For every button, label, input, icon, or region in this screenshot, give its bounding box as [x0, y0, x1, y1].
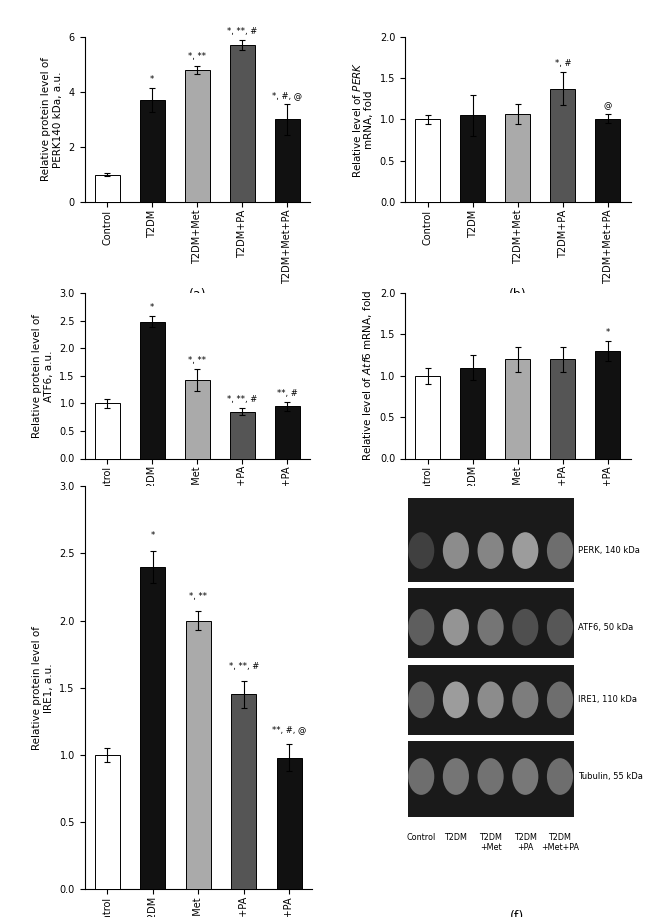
Bar — [415, 119, 440, 202]
Text: *: * — [606, 328, 610, 337]
Bar — [275, 406, 300, 458]
Text: (b): (b) — [509, 288, 527, 301]
Ellipse shape — [547, 758, 573, 795]
Ellipse shape — [443, 609, 469, 646]
Bar — [505, 359, 530, 458]
Text: *, **: *, ** — [189, 592, 207, 601]
Text: IRE1, 110 kDa: IRE1, 110 kDa — [578, 695, 637, 704]
Bar — [277, 757, 302, 889]
Bar — [595, 118, 620, 202]
Bar — [231, 694, 256, 889]
Text: *, **, #: *, **, # — [229, 662, 259, 671]
Bar — [140, 100, 164, 202]
Ellipse shape — [512, 532, 538, 569]
Bar — [185, 70, 210, 202]
Ellipse shape — [478, 609, 504, 646]
Ellipse shape — [408, 609, 434, 646]
Text: **, #: **, # — [277, 389, 298, 398]
Ellipse shape — [512, 681, 538, 718]
FancyBboxPatch shape — [408, 581, 573, 588]
Text: T2DM
+Met: T2DM +Met — [479, 833, 502, 853]
Bar — [460, 116, 485, 202]
Text: PERK, 140 kDa: PERK, 140 kDa — [578, 546, 640, 555]
Text: T2DM
+Met+PA: T2DM +Met+PA — [541, 833, 579, 853]
Bar — [140, 322, 164, 458]
Text: *, #: *, # — [554, 59, 571, 68]
Bar — [140, 567, 165, 889]
Bar — [551, 89, 575, 202]
Ellipse shape — [478, 758, 504, 795]
Bar — [275, 119, 300, 202]
Ellipse shape — [478, 681, 504, 718]
Bar — [230, 412, 255, 458]
Y-axis label: Relative protein level of
IRE1, a.u.: Relative protein level of IRE1, a.u. — [32, 625, 54, 750]
Text: (d): (d) — [509, 545, 527, 558]
Ellipse shape — [443, 532, 469, 569]
Bar — [415, 376, 440, 458]
Ellipse shape — [443, 758, 469, 795]
Text: @: @ — [604, 101, 612, 110]
Text: *, **, #: *, **, # — [227, 27, 257, 36]
Ellipse shape — [408, 532, 434, 569]
Text: *, **: *, ** — [188, 52, 206, 61]
Ellipse shape — [512, 609, 538, 646]
Text: **, #, @: **, #, @ — [272, 725, 306, 735]
Bar — [185, 381, 210, 458]
Y-axis label: Relative protein level of
PERK140 kDa, a.u.: Relative protein level of PERK140 kDa, a… — [42, 58, 63, 182]
Text: (f): (f) — [510, 910, 524, 917]
Text: *, **: *, ** — [188, 356, 206, 365]
Text: (c): (c) — [189, 545, 205, 558]
Bar — [595, 351, 620, 458]
Text: *, **, #: *, **, # — [227, 394, 257, 403]
Bar — [95, 403, 120, 458]
Text: T2DM: T2DM — [445, 833, 467, 842]
Bar — [551, 359, 575, 458]
Text: *: * — [150, 304, 154, 312]
Y-axis label: Relative level of $\it{PERK}$
mRNA, fold: Relative level of $\it{PERK}$ mRNA, fold — [350, 61, 374, 178]
Ellipse shape — [547, 681, 573, 718]
Ellipse shape — [547, 609, 573, 646]
FancyBboxPatch shape — [408, 498, 573, 817]
Ellipse shape — [443, 681, 469, 718]
Bar — [95, 755, 120, 889]
Text: (a): (a) — [188, 288, 206, 301]
Y-axis label: Relative protein level of
ATF6, a.u.: Relative protein level of ATF6, a.u. — [32, 314, 54, 437]
Ellipse shape — [547, 532, 573, 569]
Ellipse shape — [408, 681, 434, 718]
Text: *: * — [150, 74, 154, 83]
Text: ATF6, 50 kDa: ATF6, 50 kDa — [578, 623, 633, 632]
Bar — [460, 368, 485, 458]
Ellipse shape — [512, 758, 538, 795]
Ellipse shape — [408, 758, 434, 795]
Bar — [95, 174, 120, 202]
FancyBboxPatch shape — [408, 658, 573, 665]
Text: *, #, @: *, #, @ — [272, 91, 302, 100]
Text: Control: Control — [407, 833, 436, 842]
Text: Tubulin, 55 kDa: Tubulin, 55 kDa — [578, 772, 643, 781]
Bar — [505, 114, 530, 202]
Y-axis label: Relative level of $\it{Atf6}$ mRNA, fold: Relative level of $\it{Atf6}$ mRNA, fold — [361, 291, 374, 461]
Bar — [230, 45, 255, 202]
Text: T2DM
+PA: T2DM +PA — [514, 833, 537, 853]
Text: *: * — [151, 532, 155, 540]
Bar — [186, 621, 211, 889]
FancyBboxPatch shape — [408, 735, 573, 742]
Ellipse shape — [478, 532, 504, 569]
